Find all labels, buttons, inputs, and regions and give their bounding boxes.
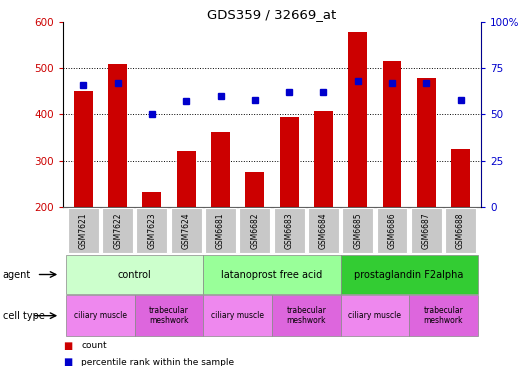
FancyBboxPatch shape — [240, 208, 270, 253]
FancyBboxPatch shape — [340, 295, 409, 336]
FancyBboxPatch shape — [409, 295, 477, 336]
Bar — [451, 149, 470, 207]
FancyBboxPatch shape — [445, 208, 476, 253]
FancyBboxPatch shape — [135, 295, 203, 336]
FancyBboxPatch shape — [171, 208, 202, 253]
Bar — [314, 111, 333, 207]
FancyBboxPatch shape — [274, 208, 304, 253]
Bar — [211, 132, 230, 207]
FancyBboxPatch shape — [66, 255, 203, 294]
Text: GSM6687: GSM6687 — [422, 212, 431, 249]
Text: percentile rank within the sample: percentile rank within the sample — [81, 358, 234, 366]
FancyBboxPatch shape — [272, 295, 340, 336]
Text: GSM7621: GSM7621 — [79, 212, 88, 249]
Text: latanoprost free acid: latanoprost free acid — [221, 269, 323, 280]
Text: GSM6685: GSM6685 — [353, 212, 362, 249]
FancyBboxPatch shape — [411, 208, 442, 253]
Bar — [245, 172, 264, 207]
Text: trabecular
meshwork: trabecular meshwork — [149, 306, 189, 325]
Text: ciliary muscle: ciliary muscle — [348, 311, 401, 320]
FancyBboxPatch shape — [137, 208, 167, 253]
Text: GSM7622: GSM7622 — [113, 212, 122, 249]
Text: ciliary muscle: ciliary muscle — [74, 311, 127, 320]
FancyBboxPatch shape — [66, 295, 135, 336]
Text: cell type: cell type — [3, 311, 44, 321]
Text: GSM6684: GSM6684 — [319, 212, 328, 249]
Text: control: control — [118, 269, 152, 280]
Bar — [74, 91, 93, 207]
Text: GSM7623: GSM7623 — [147, 212, 156, 249]
Text: count: count — [81, 341, 107, 350]
Text: ciliary muscle: ciliary muscle — [211, 311, 264, 320]
Text: ■: ■ — [63, 341, 72, 351]
Title: GDS359 / 32669_at: GDS359 / 32669_at — [207, 8, 337, 21]
FancyBboxPatch shape — [377, 208, 407, 253]
Bar — [142, 191, 162, 207]
Text: prostaglandin F2alpha: prostaglandin F2alpha — [355, 269, 464, 280]
Text: trabecular
meshwork: trabecular meshwork — [424, 306, 463, 325]
Text: GSM6681: GSM6681 — [216, 212, 225, 249]
Text: trabecular
meshwork: trabecular meshwork — [286, 306, 326, 325]
Text: ■: ■ — [63, 357, 72, 366]
FancyBboxPatch shape — [205, 208, 236, 253]
Bar — [382, 61, 402, 207]
Bar — [348, 32, 367, 207]
FancyBboxPatch shape — [308, 208, 339, 253]
Text: agent: agent — [3, 269, 31, 280]
Text: GSM6682: GSM6682 — [251, 212, 259, 249]
FancyBboxPatch shape — [203, 255, 340, 294]
Bar — [177, 152, 196, 207]
Text: GSM6688: GSM6688 — [456, 212, 465, 249]
FancyBboxPatch shape — [342, 208, 373, 253]
FancyBboxPatch shape — [68, 208, 99, 253]
Bar — [108, 64, 127, 207]
Bar — [280, 117, 299, 207]
FancyBboxPatch shape — [203, 295, 272, 336]
FancyBboxPatch shape — [340, 255, 477, 294]
Bar — [417, 78, 436, 207]
FancyBboxPatch shape — [102, 208, 133, 253]
Text: GSM6683: GSM6683 — [285, 212, 293, 249]
Text: GSM7624: GSM7624 — [181, 212, 191, 249]
Text: GSM6686: GSM6686 — [388, 212, 396, 249]
